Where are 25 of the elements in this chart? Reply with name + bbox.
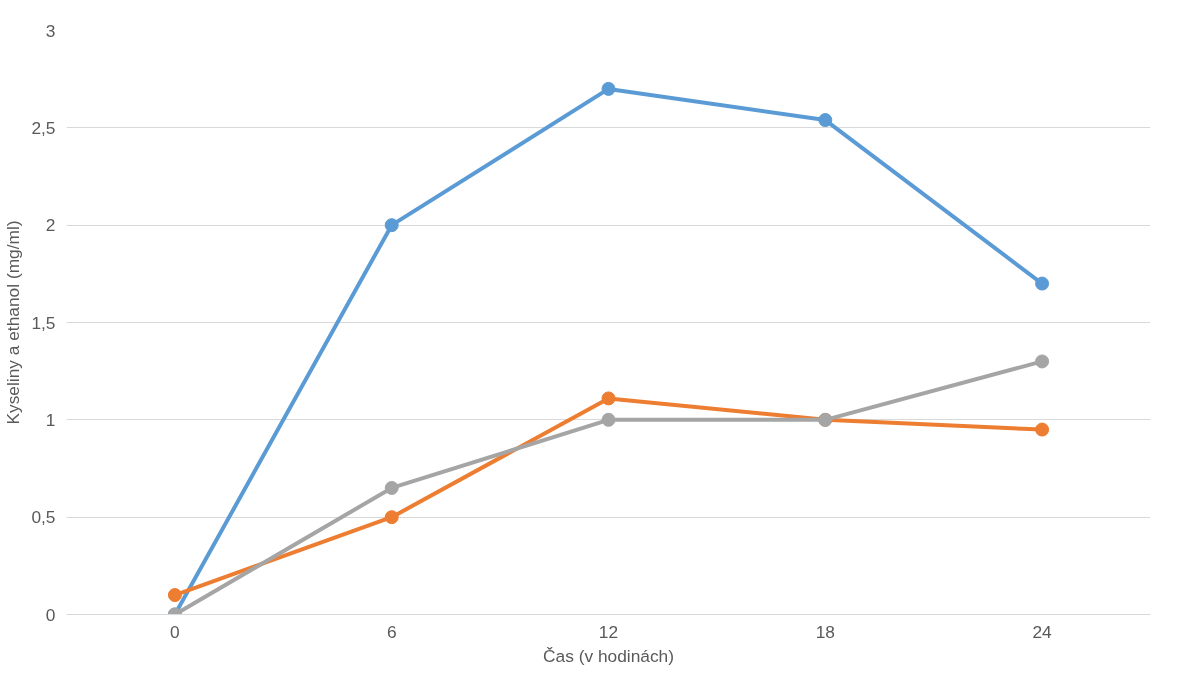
y-tick-label: 0,5 bbox=[31, 507, 56, 528]
y-tick-label: 2 bbox=[45, 215, 56, 236]
point bbox=[601, 391, 616, 406]
y-tick-label: 1 bbox=[45, 409, 56, 430]
y-tick-label: 3 bbox=[45, 20, 56, 41]
point bbox=[1035, 276, 1050, 291]
point bbox=[167, 588, 182, 603]
point bbox=[384, 218, 399, 233]
y-axis-title: Kyseliny a ethanol (mg/ml) bbox=[3, 220, 24, 425]
point bbox=[601, 412, 616, 427]
x-axis-title: Čas (v hodinách) bbox=[543, 645, 675, 666]
x-tick-label: 18 bbox=[815, 621, 835, 642]
x-tick-label: 6 bbox=[386, 621, 397, 642]
point bbox=[601, 81, 616, 96]
point bbox=[1035, 422, 1050, 437]
x-tick-label: 0 bbox=[170, 621, 180, 642]
y-tick-label: 1,5 bbox=[31, 312, 56, 333]
x-tick-label: 24 bbox=[1032, 621, 1053, 642]
point bbox=[384, 510, 399, 525]
y-tick-label: 0 bbox=[45, 604, 56, 625]
y-tick-label: 2,5 bbox=[31, 117, 56, 138]
point bbox=[818, 113, 833, 128]
point bbox=[384, 480, 399, 495]
x-tick-label: 12 bbox=[598, 621, 619, 642]
point bbox=[1035, 354, 1050, 369]
